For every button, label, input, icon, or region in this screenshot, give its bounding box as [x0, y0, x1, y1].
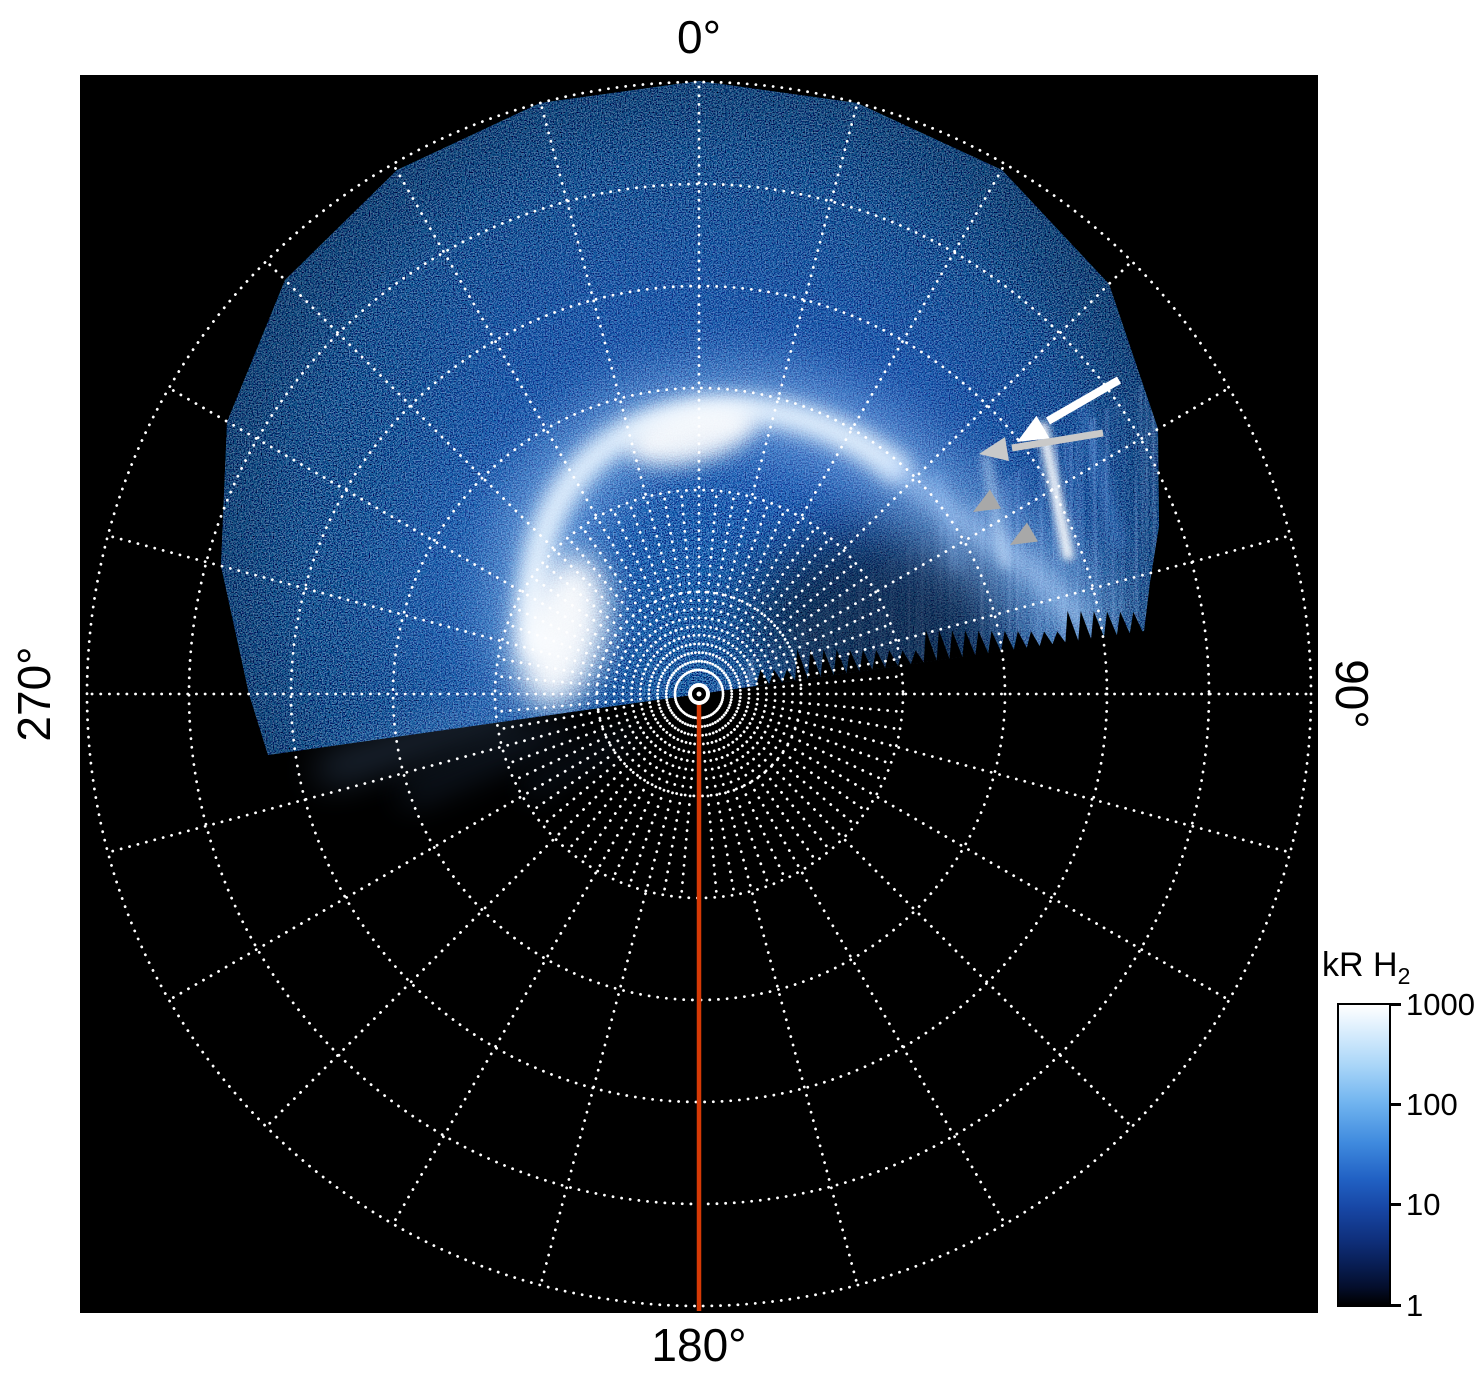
- colorbar-tickmark: [1391, 1003, 1401, 1006]
- colorbar: kR H2 1000 100 10 1: [1320, 946, 1481, 1336]
- gray-arrowhead-icon: [1010, 522, 1038, 545]
- angle-label-0: 0°: [677, 11, 721, 63]
- center-marker: [688, 683, 710, 705]
- colorbar-tick-label: 1000: [1406, 987, 1475, 1022]
- white-arrow-annotation: [1017, 376, 1122, 442]
- angle-label-270: 270°: [8, 646, 60, 742]
- colorbar-title-text: kR H: [1322, 946, 1398, 984]
- polar-plot-svg: [80, 75, 1318, 1313]
- colorbar-tick-label: 10: [1406, 1187, 1441, 1222]
- polar-plot-area: [80, 75, 1318, 1313]
- gray-arrow-annotation: [979, 429, 1104, 461]
- angle-label-90: 90°: [1326, 659, 1378, 729]
- angle-label-180: 180°: [651, 1319, 747, 1371]
- gray-arrowhead-icon: [973, 489, 1001, 512]
- colorbar-tick-label: 1: [1406, 1288, 1424, 1323]
- colorbar-tickmark: [1391, 1304, 1401, 1307]
- annotation-arrows: [973, 376, 1122, 545]
- projection-artifact-teeth: [756, 610, 1143, 686]
- colorbar-tickmark: [1391, 1103, 1401, 1106]
- colorbar-tickmark: [1391, 1203, 1401, 1206]
- colorbar-title: kR H2: [1322, 946, 1410, 990]
- colorbar-gradient: [1337, 1003, 1391, 1307]
- colorbar-title-subscript: 2: [1397, 962, 1411, 989]
- colorbar-tick-label: 100: [1406, 1087, 1458, 1122]
